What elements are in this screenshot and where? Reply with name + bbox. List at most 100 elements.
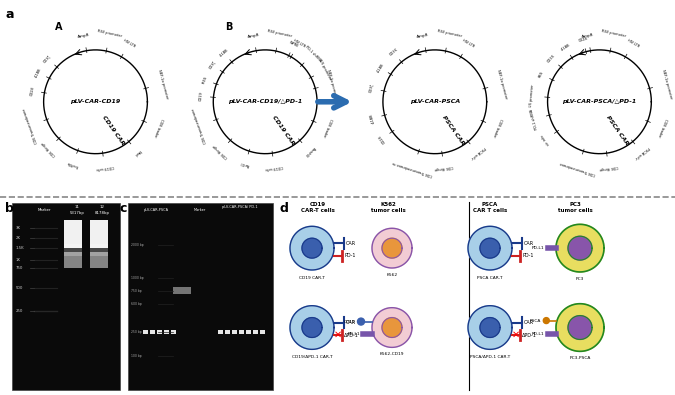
Text: pLV-CAR-PSCA/ PD-1: pLV-CAR-PSCA/ PD-1: [222, 205, 258, 209]
Polygon shape: [568, 236, 592, 260]
FancyBboxPatch shape: [171, 330, 176, 334]
FancyBboxPatch shape: [246, 330, 251, 334]
Text: 3K: 3K: [16, 226, 21, 230]
Polygon shape: [468, 306, 512, 349]
Text: RSV promoter: RSV promoter: [437, 29, 462, 38]
Text: 4-1BB: 4-1BB: [560, 43, 571, 52]
Text: HIV LTR: HIV LTR: [462, 38, 475, 49]
Text: 4-1BB: 4-1BB: [34, 67, 43, 78]
Text: CD19 CAR: CD19 CAR: [271, 115, 296, 146]
Text: NEF-1α promoter: NEF-1α promoter: [157, 69, 169, 99]
FancyBboxPatch shape: [64, 244, 82, 256]
Text: CD6 Hinge: CD6 Hinge: [435, 164, 454, 171]
Text: U6 promoter: U6 promoter: [529, 85, 535, 107]
Polygon shape: [290, 306, 334, 349]
Text: AmpR: AmpR: [78, 33, 90, 40]
Text: 12: 12: [99, 205, 105, 209]
Polygon shape: [556, 224, 604, 272]
Text: 500: 500: [16, 286, 24, 290]
Text: vir info: vir info: [541, 133, 551, 145]
Text: CD3ζ: CD3ζ: [208, 60, 217, 70]
Polygon shape: [290, 226, 334, 270]
Text: CD19 scfv: CD19 scfv: [265, 164, 284, 171]
Text: RSV promoter: RSV promoter: [97, 29, 123, 38]
Text: ΔPD-1: ΔPD-1: [344, 333, 359, 338]
Polygon shape: [480, 238, 500, 258]
Text: ✕: ✕: [512, 330, 520, 340]
Polygon shape: [382, 318, 402, 337]
Text: ΔPD-1: ΔPD-1: [522, 333, 537, 338]
FancyBboxPatch shape: [90, 252, 108, 268]
Text: RSV promoter: RSV promoter: [267, 29, 292, 38]
Text: RSV promoter: RSV promoter: [601, 29, 626, 38]
Text: 1K: 1K: [16, 258, 21, 262]
Text: 1.5K: 1.5K: [16, 246, 24, 250]
Text: PSCA/ΔPD-1 CAR-T: PSCA/ΔPD-1 CAR-T: [470, 356, 510, 359]
Text: CD8 leader: CD8 leader: [492, 117, 503, 137]
Text: PD-1: PD-1: [344, 253, 356, 258]
Polygon shape: [468, 226, 512, 270]
Text: ✕: ✕: [333, 330, 342, 340]
Text: PD-L1: PD-L1: [348, 333, 360, 337]
Text: CD6 Hinge: CD6 Hinge: [213, 143, 229, 159]
Text: CD6 Transmembrane m: CD6 Transmembrane m: [392, 160, 433, 177]
Text: Marker: Marker: [37, 209, 51, 213]
FancyBboxPatch shape: [64, 252, 82, 268]
FancyBboxPatch shape: [253, 330, 258, 334]
Polygon shape: [302, 238, 322, 258]
Text: 750 bp: 750 bp: [131, 289, 142, 293]
Text: EcoRIb: EcoRIb: [66, 160, 79, 168]
Text: CD8 leader: CD8 leader: [322, 117, 333, 137]
Text: b: b: [5, 201, 14, 214]
Text: PC3
tumor cells: PC3 tumor cells: [558, 203, 593, 213]
Text: 250 bp: 250 bp: [131, 330, 142, 334]
Text: U6 promoter: U6 promoter: [318, 59, 332, 81]
Text: 250: 250: [16, 308, 24, 313]
Text: CAR: CAR: [524, 320, 534, 325]
Text: CD28: CD28: [377, 134, 387, 144]
Text: 4-1BB: 4-1BB: [376, 62, 385, 73]
Text: A: A: [55, 22, 63, 32]
Text: a: a: [5, 8, 14, 21]
Text: CD8 leader: CD8 leader: [657, 117, 668, 137]
Text: AmpR: AmpR: [247, 33, 260, 40]
Text: PSCA scfv: PSCA scfv: [634, 145, 650, 160]
Text: PD-L1: PD-L1: [532, 246, 545, 250]
Text: pLV-CAR-PSCA/△PD-1: pLV-CAR-PSCA/△PD-1: [562, 99, 637, 104]
Text: PC3: PC3: [576, 277, 584, 281]
Text: d: d: [280, 201, 289, 214]
Text: CD19: CD19: [344, 320, 355, 324]
Text: HIV LTR: HIV LTR: [292, 38, 306, 49]
FancyBboxPatch shape: [90, 244, 108, 256]
Text: CAR: CAR: [524, 241, 534, 246]
Text: NEF-1α promoter: NEF-1α promoter: [496, 69, 508, 99]
Text: c: c: [120, 201, 128, 214]
Text: CD8 leader: CD8 leader: [153, 117, 163, 137]
Text: CD6 Hinge: CD6 Hinge: [40, 141, 57, 157]
Text: CD19 CAR: CD19 CAR: [101, 115, 126, 146]
FancyBboxPatch shape: [12, 203, 120, 390]
Polygon shape: [568, 316, 592, 339]
Text: PC3-PSCA: PC3-PSCA: [569, 356, 591, 360]
FancyBboxPatch shape: [164, 330, 169, 334]
Text: CD19 scfv: CD19 scfv: [95, 164, 114, 171]
Polygon shape: [556, 304, 604, 351]
Text: 1000 bp: 1000 bp: [131, 276, 144, 280]
Text: CD6 Transmembrane: CD6 Transmembrane: [22, 107, 38, 144]
Text: PSCA scfv: PSCA scfv: [469, 145, 485, 160]
Text: PD-1 shRNA: PD-1 shRNA: [530, 109, 539, 130]
Text: CD3X: CD3X: [388, 48, 398, 57]
Text: WPRE: WPRE: [289, 40, 300, 49]
Text: 2000 bp: 2000 bp: [131, 243, 144, 246]
Text: 2K: 2K: [16, 236, 21, 240]
Text: PSCA CAR: PSCA CAR: [441, 115, 465, 146]
Text: CD3X: CD3X: [547, 54, 556, 64]
Text: CD19 CAR-T: CD19 CAR-T: [299, 276, 325, 280]
Text: RES: RES: [538, 71, 545, 79]
Text: 8178bp: 8178bp: [95, 211, 109, 215]
Text: 750: 750: [16, 266, 24, 270]
FancyBboxPatch shape: [232, 330, 237, 334]
Text: 5317bp: 5317bp: [70, 211, 84, 215]
FancyBboxPatch shape: [225, 330, 230, 334]
Polygon shape: [382, 238, 402, 258]
